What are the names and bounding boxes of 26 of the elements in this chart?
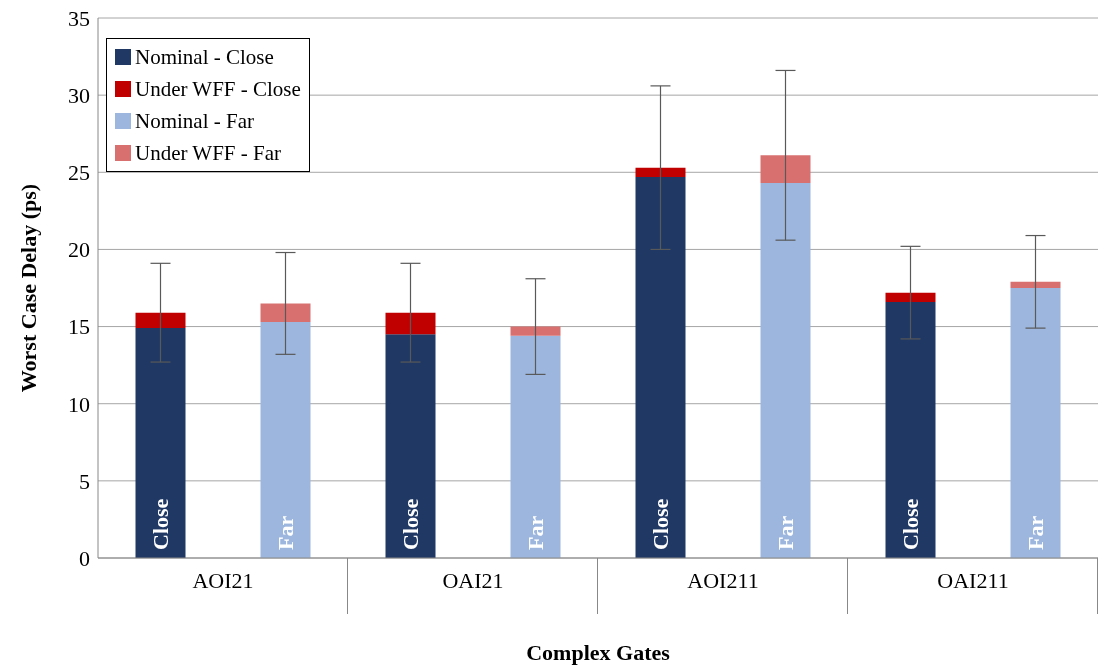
x-tick-label: Close [398,498,424,550]
x-tick-label: Close [148,498,174,550]
y-tick-label: 25 [68,160,90,186]
legend-label: Under WFF - Far [134,140,282,167]
y-tick-label: 0 [79,545,90,571]
x-tick-label: Close [898,498,924,550]
x-axis-title: Complex Gates [525,640,671,666]
legend-label: Nominal - Close [134,44,275,71]
text: AOI211 [686,568,760,594]
x-tick-label: Far [523,515,549,550]
text: OAI21 [441,568,505,594]
legend-label: Nominal - Far [134,108,255,135]
x-tick-label: Far [773,515,799,550]
legend-label: Under WFF - Close [134,76,301,103]
y-tick-label: 10 [68,391,90,417]
y-tick-label: 20 [68,237,90,263]
text: OAI211 [936,568,1010,594]
y-tick-label: 35 [68,5,90,31]
y-tick-label: 30 [68,82,90,108]
x-tick-label: Close [648,498,674,550]
y-axis-title: Worst Case Delay (ps) [15,183,41,393]
x-tick-label: Far [1023,515,1049,550]
x-tick-label: Far [273,515,299,550]
text: AOI21 [191,568,255,594]
y-tick-label: 15 [68,314,90,340]
y-tick-label: 5 [79,468,90,494]
